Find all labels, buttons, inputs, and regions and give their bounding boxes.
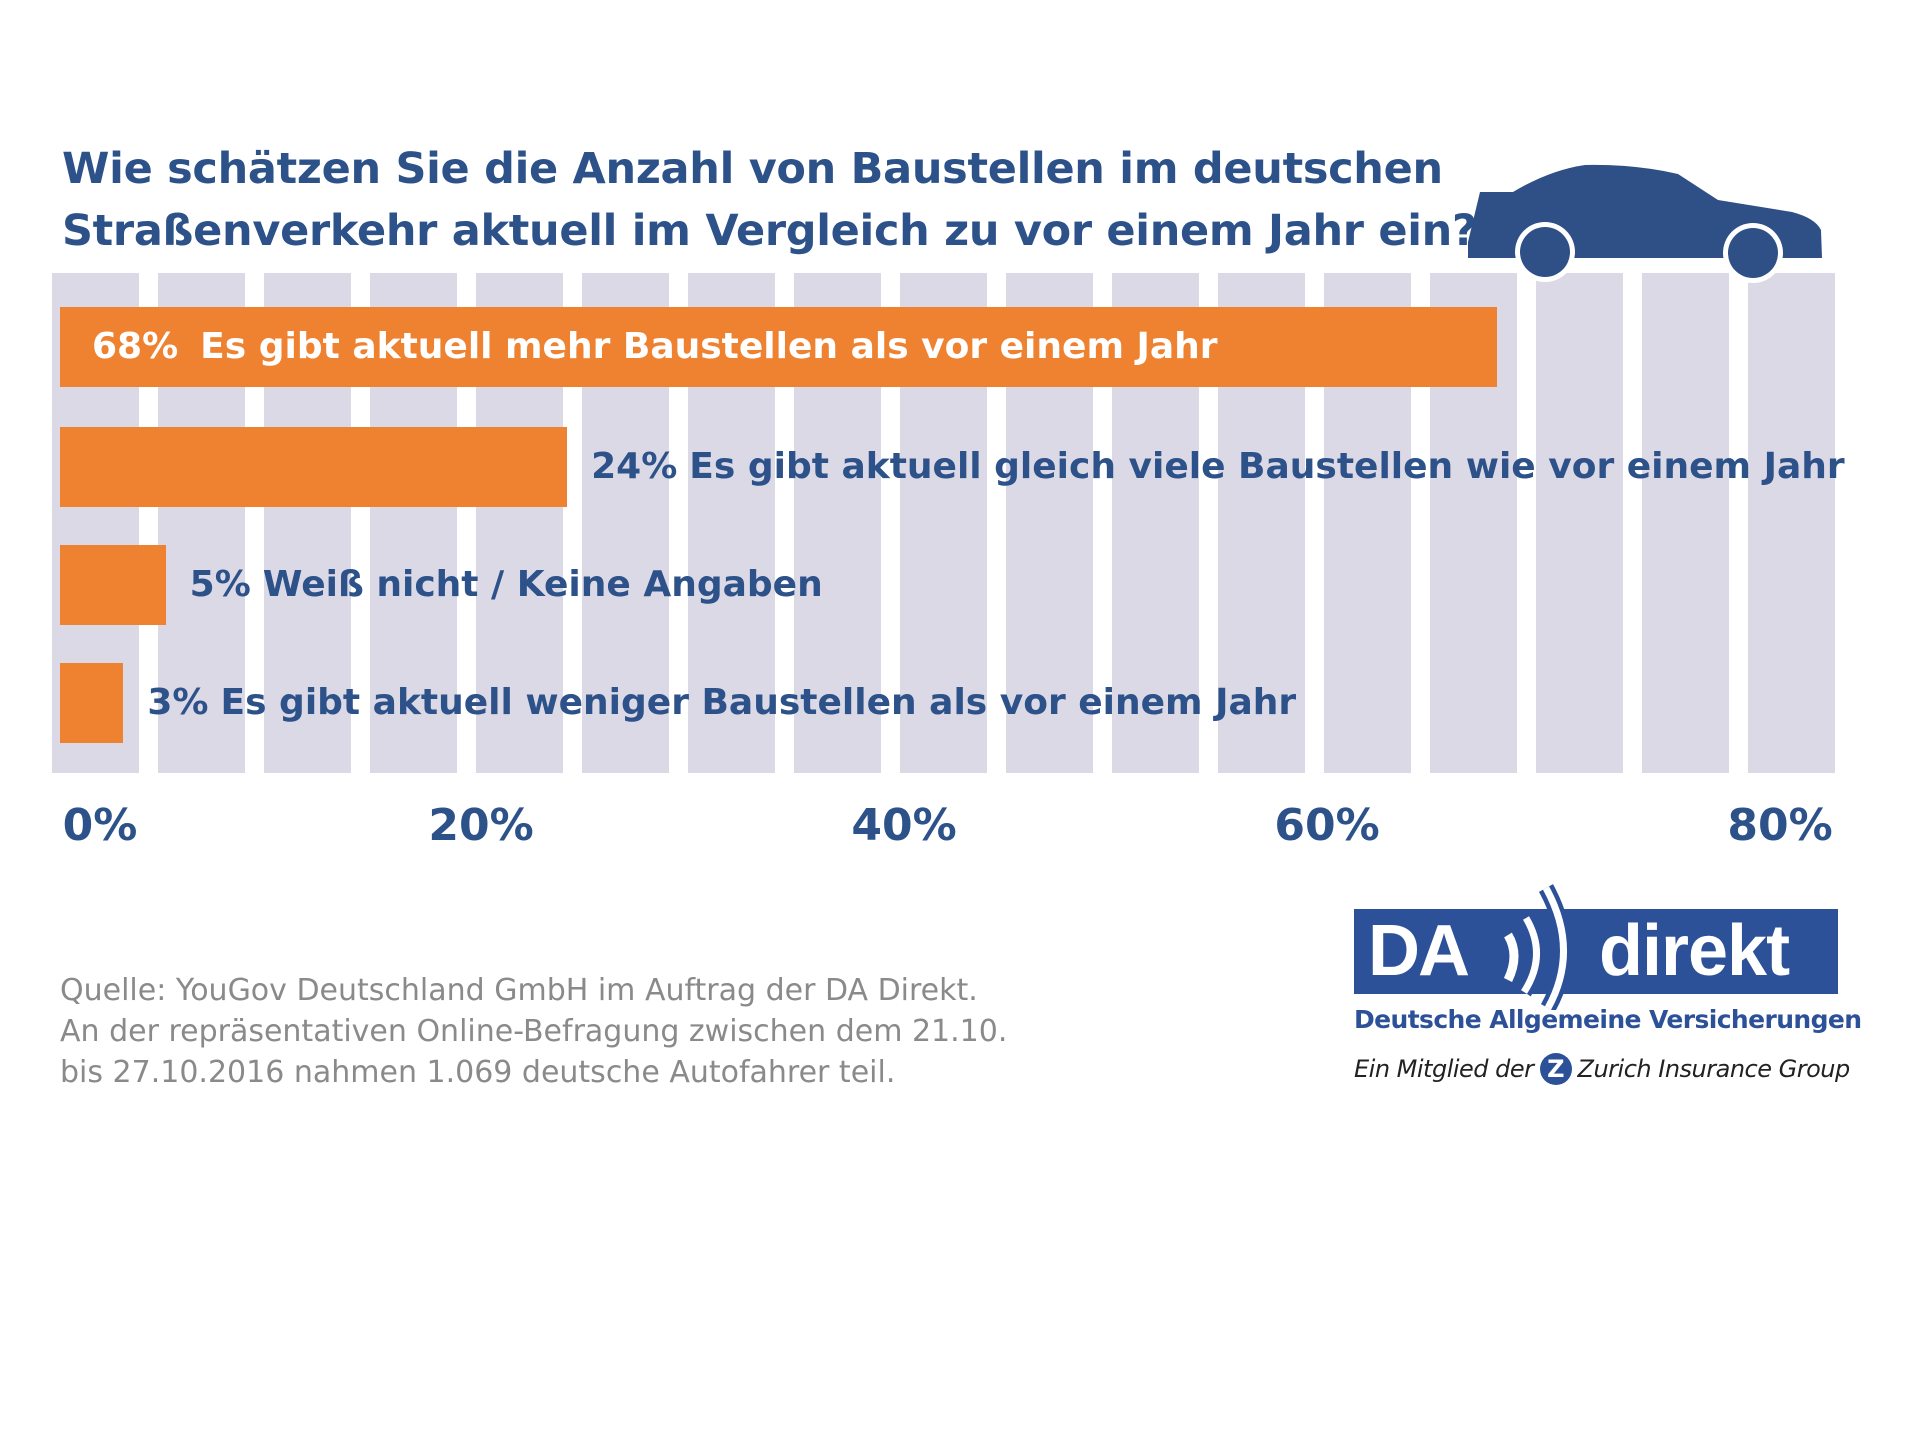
bar-label: 68% Es gibt aktuell mehr Baustellen als v…	[92, 307, 1218, 387]
source-line: Quelle: YouGov Deutschland GmbH im Auftr…	[60, 973, 978, 1008]
da-direkt-logo: DA direkt Deutsche Allgemeine Versicheru…	[1354, 880, 1862, 1100]
x-tick-label: 20%	[428, 800, 534, 851]
source-line: bis 27.10.2016 nahmen 1.069 deutsche Aut…	[60, 1055, 896, 1090]
logo-member-line: Ein Mitglied der Z Zurich Insurance Grou…	[1354, 1052, 1850, 1086]
logo-brand-left: DA	[1368, 911, 1470, 991]
signal-waves-icon	[1503, 884, 1572, 1010]
data-label: 24%	[591, 446, 678, 487]
data-label: 68%	[92, 326, 179, 367]
x-tick-label: 80%	[1727, 800, 1833, 851]
chart-title: Wie schätzen Sie die Anzahl von Baustell…	[62, 138, 1477, 262]
category-label: Es gibt aktuell mehr Baustellen als vor …	[200, 326, 1218, 367]
logo-subtitle: Deutsche Allgemeine Versicherungen	[1354, 1005, 1862, 1034]
source-note: Quelle: YouGov Deutschland GmbH im Auftr…	[60, 970, 1007, 1093]
category-label: Es gibt aktuell weniger Baustellen als v…	[220, 682, 1297, 723]
grid-column	[1748, 273, 1835, 773]
member-prefix: Ein Mitglied der	[1354, 1055, 1534, 1083]
data-label: 5%	[189, 564, 251, 605]
logo-box: DA direkt	[1354, 909, 1838, 994]
x-tick-label: 40%	[851, 800, 957, 851]
logo-brand-right: direkt	[1599, 911, 1790, 991]
zurich-logo-icon: Z	[1539, 1053, 1572, 1085]
title-line-1: Wie schätzen Sie die Anzahl von Baustell…	[62, 144, 1443, 194]
x-tick-label: 0%	[62, 800, 138, 851]
member-group: Zurich Insurance Group	[1577, 1055, 1851, 1083]
data-label: 3%	[147, 682, 209, 723]
car-icon	[1468, 164, 1822, 283]
bar	[60, 307, 1497, 387]
bar	[60, 427, 568, 507]
x-tick-label: 60%	[1274, 800, 1380, 851]
title-line-2: Straßenverkehr aktuell im Vergleich zu v…	[62, 206, 1477, 256]
bar-label: 5% Weiß nicht / Keine Angaben	[190, 545, 823, 625]
source-line: An der repräsentativen Online-Befragung …	[60, 1014, 1008, 1049]
bar	[60, 545, 166, 625]
category-label: Weiß nicht / Keine Angaben	[262, 564, 823, 605]
bar	[60, 663, 124, 743]
bar-label: 3% Es gibt aktuell weniger Baustellen als…	[147, 663, 1296, 743]
category-label: Es gibt aktuell gleich viele Baustellen …	[689, 446, 1845, 487]
grid-column	[1536, 273, 1623, 773]
grid-column	[1642, 273, 1729, 773]
bar-label: 24% Es gibt aktuell gleich viele Baustell…	[591, 427, 1845, 507]
